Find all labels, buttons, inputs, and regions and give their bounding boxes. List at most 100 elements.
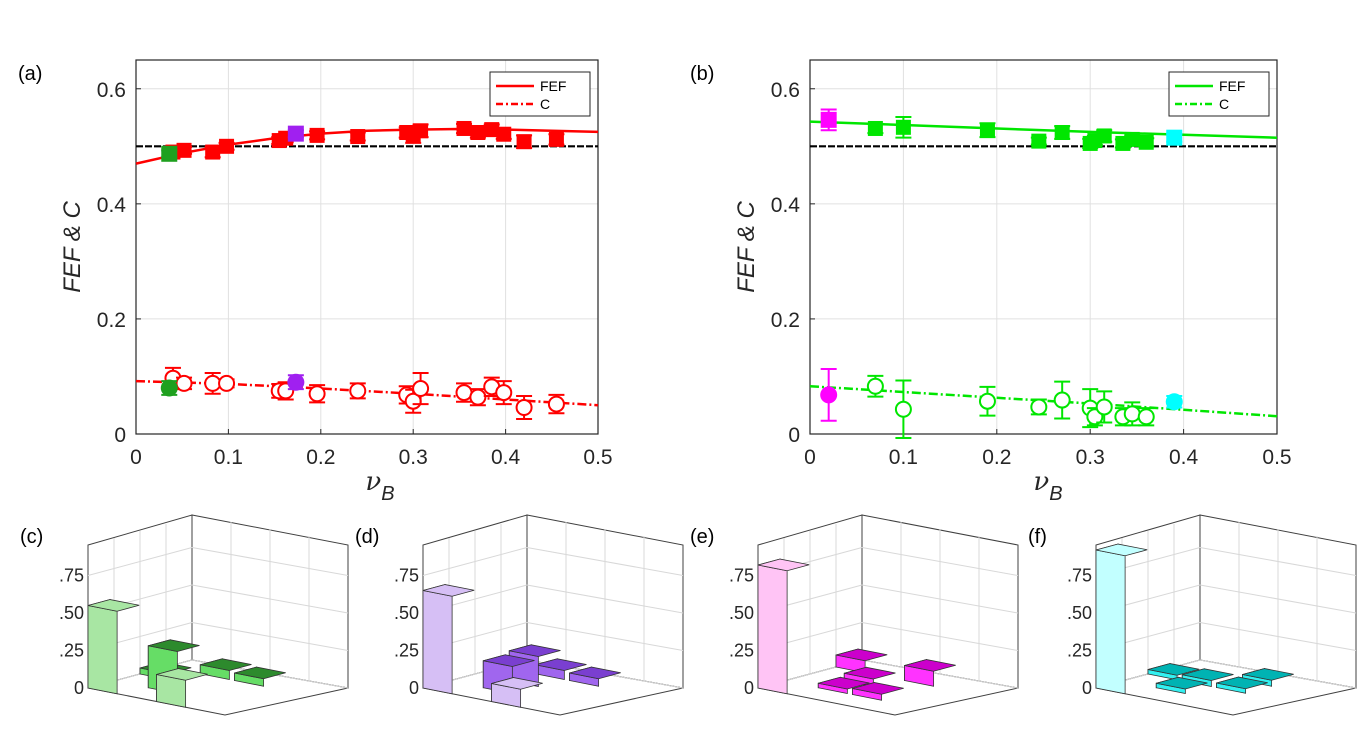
panel-label: (e) (690, 526, 714, 548)
bar-top (818, 676, 870, 690)
bar-top (757, 558, 810, 572)
bar-top (1242, 668, 1294, 681)
z-tick-label: 0 (744, 678, 754, 698)
z-tick-label: .50 (59, 603, 84, 623)
data-point-fef (1124, 131, 1140, 147)
highlight-point-fef (1166, 129, 1183, 146)
y-tick-label: 0.2 (97, 309, 126, 332)
bar-face-front (757, 564, 788, 695)
data-point-fef (176, 142, 192, 158)
panel-label: (c) (20, 526, 43, 548)
highlight-point-fef (287, 125, 304, 142)
data-point-c (455, 384, 473, 402)
data-point-fef (205, 144, 221, 160)
bar-top (200, 658, 252, 671)
data-point-c (412, 380, 430, 398)
bar-top (1147, 663, 1200, 676)
plot-frame (135, 59, 599, 435)
y-axis-label: FEF & C (733, 201, 760, 293)
y-tick-label: 0.6 (97, 79, 126, 102)
data-point-fef (895, 119, 911, 135)
data-point-c (204, 374, 222, 392)
data-point-fef (979, 122, 995, 138)
legend-box (1168, 71, 1270, 117)
y-tick-label: 0.4 (771, 194, 801, 217)
x-axis-label-main: ν (365, 467, 381, 497)
data-point-c (866, 377, 884, 395)
x-axis-label-sub: B (381, 483, 394, 505)
y-tick-label: 0.2 (771, 309, 800, 332)
bar-top (852, 682, 904, 695)
data-point-c (175, 374, 193, 392)
x-axis-label-main: ν (1033, 467, 1049, 497)
bar-top (1156, 676, 1208, 690)
bar-top (509, 644, 561, 657)
x-tick-label: 0.4 (491, 446, 521, 469)
panel-label: (f) (1028, 526, 1047, 548)
bar-top (1095, 543, 1148, 557)
x-tick-label: 0 (804, 446, 816, 469)
data-point-fef (219, 138, 235, 154)
x-axis-label: νB (1033, 467, 1062, 505)
data-point-c (495, 384, 513, 402)
data-point-c (1095, 398, 1113, 416)
x-tick-label: 0.5 (583, 446, 612, 469)
x-tick-label: 0.2 (982, 446, 1011, 469)
data-point-fef (456, 120, 472, 136)
z-tick-label: .50 (729, 603, 754, 623)
highlight-point-fef (161, 145, 178, 162)
z-tick-label: 0 (74, 678, 84, 698)
y-axis-label: FEF & C (59, 201, 86, 293)
z-tick-label: .75 (394, 566, 419, 586)
data-point-c (894, 400, 912, 418)
z-tick-label: .75 (59, 566, 84, 586)
x-tick-label: 0.4 (1169, 446, 1199, 469)
bar-top (1182, 668, 1234, 681)
data-point-fef (1096, 128, 1112, 144)
y-tick-label: 0 (114, 424, 126, 447)
bar-top (835, 648, 888, 662)
bar-face-front (422, 590, 453, 695)
bar-top (234, 666, 286, 680)
legend-label-fef: FEF (1219, 78, 1245, 94)
bar-top (87, 599, 140, 612)
bar-top (844, 666, 896, 680)
panel-label: (d) (355, 526, 379, 548)
bar-top (535, 658, 587, 671)
panel-label: (a) (18, 63, 42, 85)
z-tick-label: .75 (1067, 566, 1092, 586)
highlight-point-fef (820, 111, 837, 128)
data-point-c (1123, 405, 1141, 423)
x-tick-label: 0.5 (1262, 446, 1291, 469)
panel-label: (b) (690, 63, 714, 85)
bar-face-front (87, 605, 118, 695)
data-point-c (978, 392, 996, 410)
data-point-fef (1138, 134, 1154, 150)
data-point-c (308, 385, 326, 403)
z-tick-label: .50 (1067, 603, 1092, 623)
y-tick-label: 0 (788, 424, 800, 447)
x-tick-label: 0.1 (889, 446, 918, 469)
highlight-point-c (160, 379, 178, 397)
data-point-c (547, 395, 565, 413)
bar3d-panel-d: (d) .75 .50 .25 0 (355, 514, 684, 716)
data-point-c (1030, 398, 1048, 416)
data-point-fef (1054, 124, 1070, 140)
data-point-c (469, 388, 487, 406)
data-point-fef (470, 124, 486, 140)
x-tick-label: 0 (130, 446, 142, 469)
bar-top (904, 659, 956, 672)
data-point-fef (496, 126, 512, 142)
legend-label-c: C (1219, 96, 1229, 112)
z-tick-label: .75 (729, 566, 754, 586)
scatter-panel-a: 0 0.1 0.2 0.3 0.4 0.5 0 0.2 0.4 0.6 FEF & C νB (a) FE… (18, 59, 613, 505)
legend-label-c: C (540, 96, 550, 112)
z-tick-label: .25 (1067, 641, 1092, 661)
data-point-c (349, 382, 367, 400)
data-point-fef (867, 120, 883, 136)
bar-top (1216, 676, 1268, 690)
bar-face-front (1095, 549, 1126, 695)
x-tick-label: 0.3 (1076, 446, 1105, 469)
z-tick-label: .50 (394, 603, 419, 623)
